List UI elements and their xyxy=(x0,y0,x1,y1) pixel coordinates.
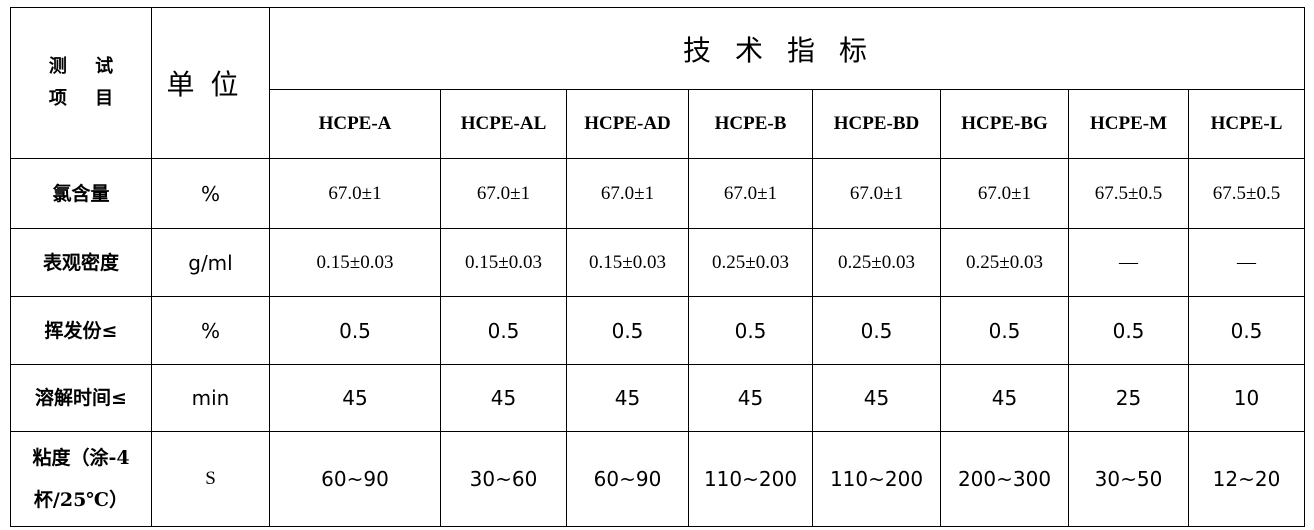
data-row: 表观密度 g/ml 0.15±0.03 0.15±0.03 0.15±0.03 0.25±… xyxy=(10,228,1306,297)
row-unit: min xyxy=(151,364,270,432)
value-cell: 0.5 xyxy=(688,296,813,365)
row-label: 表观密度 xyxy=(10,228,152,297)
unit-header: 单位 xyxy=(151,7,270,159)
value-cell: 67.0±1 xyxy=(812,158,941,229)
cell-line: 粘度（涂-4 xyxy=(32,447,130,469)
cell-line: 挥发份≤ xyxy=(44,319,118,342)
model-cell: HCPE-A xyxy=(269,89,441,159)
value-cell: 45 xyxy=(688,364,813,432)
value-cell: 67.5±0.5 xyxy=(1068,158,1189,229)
spec-header: 技术指标 xyxy=(268,7,1306,90)
row-unit: S xyxy=(151,431,270,527)
value-cell: 25 xyxy=(1068,364,1189,432)
value-cell: 0.5 xyxy=(269,296,441,365)
value-cell: 30~50 xyxy=(1068,431,1189,527)
model-cell: HCPE-BD xyxy=(812,89,941,159)
value-cell: 110~200 xyxy=(688,431,813,527)
value-cell: 0.25±0.03 xyxy=(812,228,941,297)
value-cell: — xyxy=(1187,228,1306,297)
model-row: HCPE-A HCPE-AL HCPE-AD HCPE-B HCPE-BD HCPE-BG… xyxy=(11,89,1306,159)
cell-line: 溶解时间≤ xyxy=(35,387,127,409)
value-cell: 45 xyxy=(566,364,689,432)
value-cell: 45 xyxy=(269,364,441,432)
value-cell: 0.5 xyxy=(940,296,1069,365)
data-row: 挥发份≤% 0.5 0.5 0.5 0.5 0.5 0.5 0.5 0.5 xyxy=(10,296,1306,365)
value-cell: 0.5 xyxy=(1068,296,1189,365)
data-row: 氯含量% 67.0±1 67.0±1 67.0±1 67.0±1 67.0±1 67.0±1… xyxy=(10,158,1306,229)
value-cell: 45 xyxy=(440,364,567,432)
model-cell: HCPE-M xyxy=(1068,89,1189,159)
row-label: 氯含量 xyxy=(10,158,152,229)
value-cell: 67.0±1 xyxy=(269,158,441,229)
value-cell: 45 xyxy=(940,364,1069,432)
value-cell: 0.5 xyxy=(1187,296,1306,365)
cell-line: 杯/25℃） xyxy=(33,489,129,511)
header-row: 测 试项 目单位 技术指标 xyxy=(10,7,1306,159)
data-row: 粘度（涂-4 杯/25℃） S 60~90 30~60 60~90 110~200 110~2… xyxy=(10,431,1306,527)
cell-line: 氯含量 xyxy=(52,182,110,205)
row-label: 挥发份≤ xyxy=(10,296,152,365)
model-cell: HCPE-AL xyxy=(440,89,567,159)
model-cell: HCPE-AD xyxy=(566,89,689,159)
value-cell: 67.5±0.5 xyxy=(1187,158,1306,229)
value-cell: 200~300 xyxy=(940,431,1069,527)
value-cell: 110~200 xyxy=(812,431,941,527)
value-cell: 0.25±0.03 xyxy=(940,228,1069,297)
cell-line: 测 试 xyxy=(48,56,114,77)
model-cell: HCPE-BG xyxy=(940,89,1069,159)
value-cell: — xyxy=(1068,228,1189,297)
value-cell: 0.25±0.03 xyxy=(688,228,813,297)
model-cell: HCPE-B xyxy=(688,89,813,159)
value-cell: 12~20 xyxy=(1187,431,1306,527)
spec-table: 测 试项 目单位 技术指标 HCPE-A HCPE-AL HCPE-AD HCPE-B HC… xyxy=(10,7,1306,527)
row-unit: % xyxy=(151,296,270,365)
value-cell: 30~60 xyxy=(440,431,567,527)
row-label: 溶解时间≤ xyxy=(10,364,152,432)
cell-line: 表观密度 xyxy=(42,251,119,274)
cell-line: 项 目 xyxy=(48,88,114,109)
model-cell: HCPE-L xyxy=(1187,89,1306,159)
value-cell: 67.0±1 xyxy=(566,158,689,229)
row-unit: % xyxy=(151,158,270,229)
value-cell: 0.15±0.03 xyxy=(269,228,441,297)
data-row: 溶解时间≤ min 45 45 45 45 45 45 25 10 xyxy=(10,364,1306,432)
row-unit: g/ml xyxy=(151,228,270,297)
value-cell: 67.0±1 xyxy=(940,158,1069,229)
item-header: 测 试项 目 xyxy=(10,7,152,159)
value-cell: 60~90 xyxy=(269,431,441,527)
value-cell: 0.15±0.03 xyxy=(566,228,689,297)
row-label: 粘度（涂-4 杯/25℃） xyxy=(10,431,152,527)
value-cell: 0.15±0.03 xyxy=(440,228,567,297)
value-cell: 45 xyxy=(812,364,941,432)
value-cell: 67.0±1 xyxy=(688,158,813,229)
value-cell: 67.0±1 xyxy=(440,158,567,229)
value-cell: 10 xyxy=(1187,364,1306,432)
value-cell: 0.5 xyxy=(440,296,567,365)
value-cell: 60~90 xyxy=(566,431,689,527)
value-cell: 0.5 xyxy=(812,296,941,365)
value-cell: 0.5 xyxy=(566,296,689,365)
